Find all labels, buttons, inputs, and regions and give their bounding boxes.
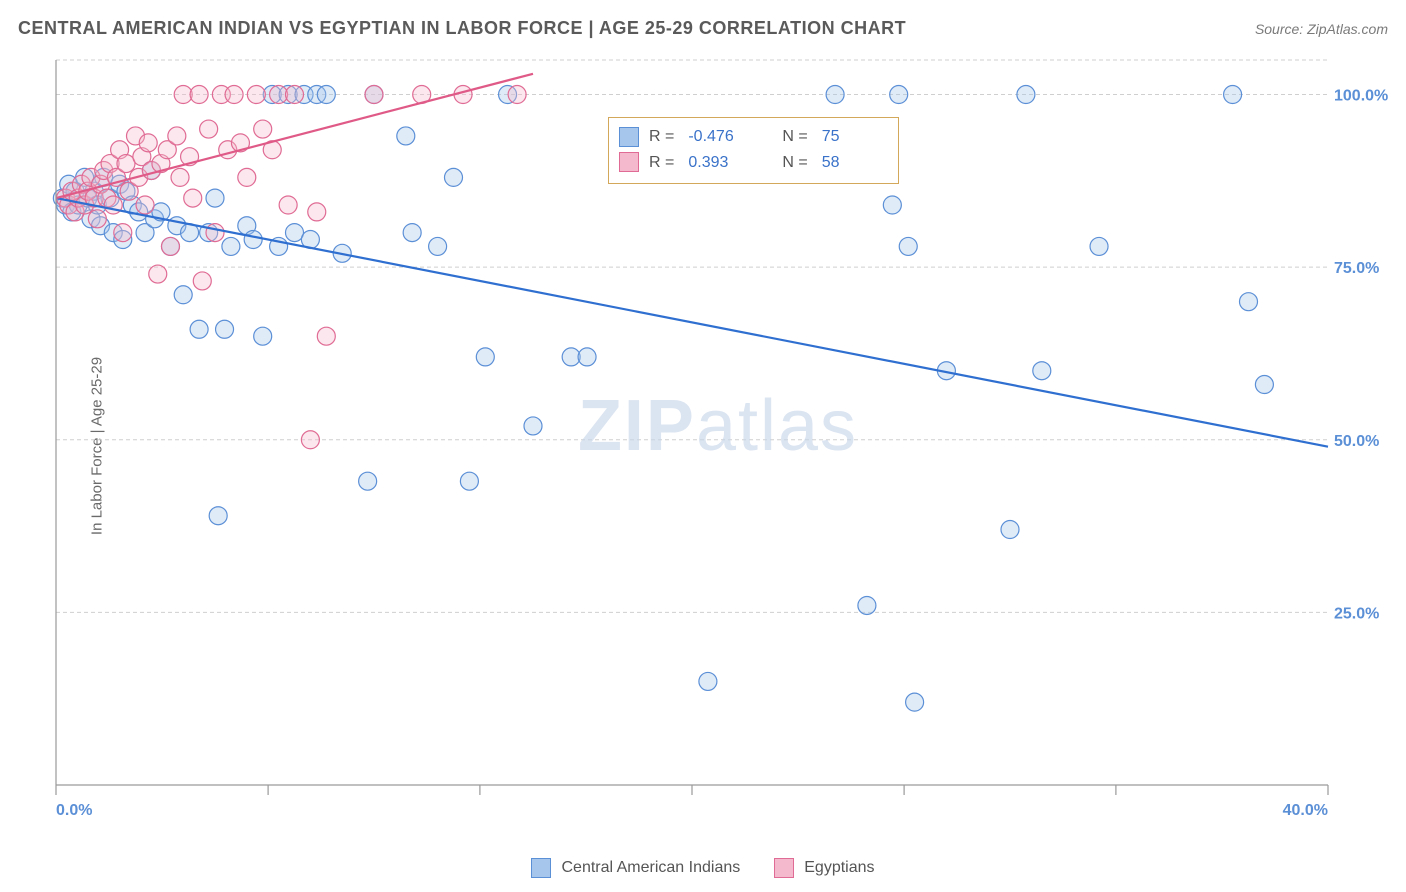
data-point: [174, 286, 192, 304]
data-point: [508, 86, 526, 104]
data-point: [216, 320, 234, 338]
data-point: [117, 155, 135, 173]
data-point: [899, 237, 917, 255]
data-point: [136, 196, 154, 214]
legend-swatch: [619, 127, 639, 147]
series-legend: Central American Indians Egyptians: [0, 858, 1406, 878]
y-tick-label: 50.0%: [1334, 433, 1379, 450]
data-point: [161, 237, 179, 255]
data-point: [88, 210, 106, 228]
legend-swatch: [619, 152, 639, 172]
correlation-legend: R = -0.476 N = 75 R = 0.393 N = 58: [608, 117, 899, 184]
source-name: ZipAtlas.com: [1307, 21, 1388, 37]
source-label: Source:: [1255, 21, 1303, 37]
y-tick-label: 75.0%: [1334, 260, 1379, 277]
data-point: [890, 86, 908, 104]
legend-n-label: N =: [782, 150, 807, 176]
data-point: [1240, 293, 1258, 311]
data-point: [476, 348, 494, 366]
data-point: [699, 672, 717, 690]
data-point: [206, 189, 224, 207]
data-point: [1224, 86, 1242, 104]
y-tick-labels: 25.0% 50.0% 75.0% 100.0%: [1334, 88, 1388, 623]
data-point: [1017, 86, 1035, 104]
source-attribution: Source: ZipAtlas.com: [1255, 21, 1388, 37]
data-point: [184, 189, 202, 207]
data-point: [209, 507, 227, 525]
data-point: [206, 224, 224, 242]
data-point: [139, 134, 157, 152]
x-tick-labels: 0.0% 40.0%: [56, 802, 1328, 819]
data-point: [460, 472, 478, 490]
y-tick-label: 25.0%: [1334, 605, 1379, 622]
data-point: [359, 472, 377, 490]
data-point: [906, 693, 924, 711]
data-point: [1090, 237, 1108, 255]
legend-n-value: 58: [822, 150, 884, 176]
data-point: [403, 224, 421, 242]
data-point: [171, 168, 189, 186]
data-point: [114, 224, 132, 242]
data-point: [238, 168, 256, 186]
data-point: [190, 86, 208, 104]
data-point: [883, 196, 901, 214]
legend-r-value: -0.476: [688, 124, 750, 150]
data-point: [826, 86, 844, 104]
x-tick-label: 40.0%: [1283, 802, 1328, 819]
legend-n-value: 75: [822, 124, 884, 150]
data-point: [174, 86, 192, 104]
data-point: [279, 196, 297, 214]
data-point: [317, 327, 335, 345]
data-point: [254, 327, 272, 345]
legend-r-label: R =: [649, 150, 674, 176]
data-point: [429, 237, 447, 255]
data-point: [225, 86, 243, 104]
data-point: [270, 86, 288, 104]
data-point: [524, 417, 542, 435]
data-point: [200, 120, 218, 138]
data-point: [1001, 521, 1019, 539]
legend-series-name: Central American Indians: [561, 859, 740, 877]
data-point: [578, 348, 596, 366]
data-point: [247, 86, 265, 104]
data-point: [286, 86, 304, 104]
legend-item: Central American Indians: [531, 858, 740, 878]
plot-area: ZIPatlas 25.0% 50.0% 75.0% 100.0% 0.0% 40.0%…: [48, 55, 1388, 825]
data-point: [858, 596, 876, 614]
data-point: [190, 320, 208, 338]
legend-item: Egyptians: [774, 858, 874, 878]
watermark-bold: ZIP: [578, 386, 696, 466]
data-point: [286, 224, 304, 242]
data-point: [244, 231, 262, 249]
data-point: [365, 86, 383, 104]
legend-r-label: R =: [649, 124, 674, 150]
x-tick-label: 0.0%: [56, 802, 92, 819]
data-point: [254, 120, 272, 138]
data-point: [168, 127, 186, 145]
data-point: [222, 237, 240, 255]
watermark-light: atlas: [696, 386, 858, 466]
legend-swatch: [531, 858, 551, 878]
legend-swatch: [774, 858, 794, 878]
legend-series-name: Egyptians: [804, 859, 874, 877]
data-point: [397, 127, 415, 145]
watermark: ZIPatlas: [578, 386, 858, 466]
chart-title: CENTRAL AMERICAN INDIAN VS EGYPTIAN IN L…: [18, 18, 906, 39]
header: CENTRAL AMERICAN INDIAN VS EGYPTIAN IN L…: [18, 18, 1388, 39]
data-point: [1255, 376, 1273, 394]
data-point: [445, 168, 463, 186]
data-point: [562, 348, 580, 366]
data-point: [1033, 362, 1051, 380]
legend-r-value: 0.393: [688, 150, 750, 176]
legend-corr-row: R = -0.476 N = 75: [619, 124, 884, 150]
data-point: [317, 86, 335, 104]
data-point: [301, 431, 319, 449]
data-point: [149, 265, 167, 283]
y-tick-label: 100.0%: [1334, 88, 1388, 105]
legend-corr-row: R = 0.393 N = 58: [619, 150, 884, 176]
data-point: [308, 203, 326, 221]
legend-n-label: N =: [782, 124, 807, 150]
data-point: [193, 272, 211, 290]
